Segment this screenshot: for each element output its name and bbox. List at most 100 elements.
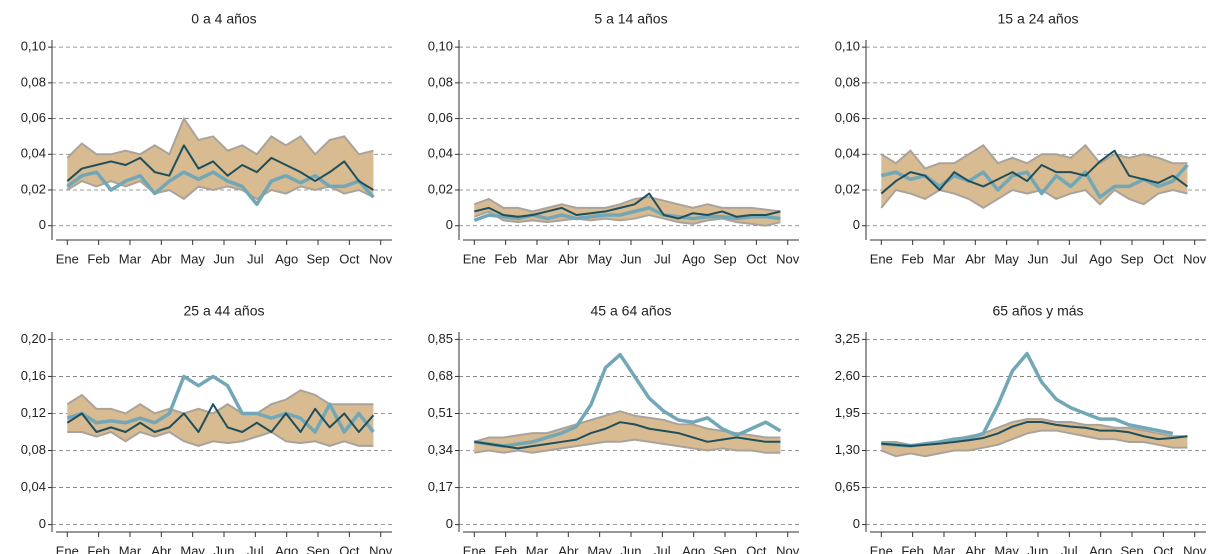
x-tick-label: Feb (901, 251, 923, 266)
band-area (67, 390, 374, 446)
x-tick-label: May (180, 543, 205, 554)
series-line (474, 192, 781, 220)
band-upper (66, 116, 374, 159)
x-tick-label: Sep (1120, 543, 1143, 554)
y-tick-label: 0,06 (835, 110, 860, 125)
x-tick-label: Abr (151, 251, 172, 266)
panel-title: 45 a 64 años (591, 303, 672, 319)
band-lower (67, 430, 374, 447)
x-tick-label: Sep (306, 251, 329, 266)
band-area (474, 411, 781, 453)
x-tick-label: Ene (56, 251, 79, 266)
x-tick-label: Ene (463, 543, 486, 554)
y-tick-label: 1,95 (835, 405, 860, 420)
x-tick-label: Jul (247, 543, 264, 554)
y-tick-label: 2,60 (835, 368, 860, 383)
x-tick-label: Nov (1183, 543, 1207, 554)
x-tick-label: Nov (369, 543, 393, 554)
x-tick-label: Nov (369, 251, 393, 266)
y-tick-label: 0,04 (835, 146, 860, 161)
x-tick-label: Ene (56, 543, 79, 554)
band-lower (473, 210, 781, 227)
panel-title: 0 a 4 años (191, 11, 256, 27)
x-tick-label: Mar (119, 251, 142, 266)
x-tick-label: Oct (746, 543, 767, 554)
x-tick-label: May (180, 251, 205, 266)
y-tick-label: 0,04 (428, 146, 453, 161)
y-tick-label: 0,34 (428, 442, 453, 457)
x-tick-label: Jun (1028, 251, 1049, 266)
y-tick-label: 0,20 (21, 331, 46, 346)
x-tick-label: Mar (933, 251, 956, 266)
x-tick-label: Ago (682, 251, 705, 266)
x-tick-label: Feb (901, 543, 923, 554)
y-tick-label: 0,17 (428, 479, 453, 494)
y-tick-label: 0,06 (428, 110, 453, 125)
y-tick-label: 0,08 (21, 442, 46, 457)
x-tick-label: May (994, 543, 1019, 554)
y-tick-label: 0,51 (428, 405, 453, 420)
y-tick-label: 0,02 (428, 181, 453, 196)
x-tick-label: Abr (558, 543, 579, 554)
series-line (880, 149, 1189, 195)
y-tick-label: 0,04 (21, 479, 46, 494)
y-tick-label: 0,65 (835, 479, 860, 494)
series-line (881, 351, 1174, 448)
y-tick-label: 0,10 (835, 39, 860, 54)
panel-title: 65 años y más (992, 303, 1083, 319)
x-tick-label: Abr (558, 251, 579, 266)
x-tick-label: Mar (526, 543, 549, 554)
x-tick-label: Oct (1153, 543, 1174, 554)
series-line (66, 144, 374, 191)
y-tick-label: 0 (446, 516, 453, 531)
band-upper (880, 143, 1188, 170)
panel-title: 15 a 24 años (998, 11, 1079, 27)
y-tick-label: 0,10 (21, 39, 46, 54)
y-tick-label: 0 (446, 217, 453, 232)
x-tick-label: Jul (654, 543, 671, 554)
x-tick-label: Sep (306, 543, 329, 554)
x-tick-label: Mar (526, 251, 549, 266)
series-line (474, 421, 781, 450)
x-tick-label: Ago (275, 251, 298, 266)
x-tick-label: Sep (713, 251, 736, 266)
x-tick-label: Feb (87, 543, 109, 554)
x-tick-label: Jul (247, 251, 264, 266)
x-tick-label: Oct (1153, 251, 1174, 266)
panel-title: 5 a 14 años (594, 11, 667, 27)
y-tick-label: 0,06 (21, 110, 46, 125)
x-tick-label: Jun (621, 543, 642, 554)
y-tick-label: 0 (39, 217, 46, 232)
series-line (474, 352, 782, 448)
panel-title: 25 a 44 años (184, 303, 265, 319)
x-tick-label: Mar (119, 543, 142, 554)
x-tick-label: May (587, 251, 612, 266)
x-tick-label: Ene (463, 251, 486, 266)
band-lower (880, 188, 1188, 210)
y-tick-label: 0,08 (835, 74, 860, 89)
x-tick-label: Jun (214, 543, 235, 554)
x-tick-label: Jul (1061, 543, 1078, 554)
y-tick-label: 0,85 (428, 331, 453, 346)
x-tick-label: May (587, 543, 612, 554)
y-tick-label: 1,30 (835, 442, 860, 457)
y-tick-label: 0,12 (21, 405, 46, 420)
band-area (881, 419, 1188, 457)
x-tick-label: Oct (339, 543, 360, 554)
x-tick-label: Mar (933, 543, 956, 554)
band-upper (66, 389, 374, 415)
x-tick-label: Abr (151, 543, 172, 554)
x-tick-label: Ene (870, 543, 893, 554)
y-tick-label: 0 (39, 516, 46, 531)
x-tick-label: Ago (1089, 543, 1112, 554)
band-upper (473, 196, 781, 213)
y-tick-label: 0,10 (428, 39, 453, 54)
x-tick-label: Jun (1028, 543, 1049, 554)
x-tick-label: Feb (87, 251, 109, 266)
series-line (880, 163, 1189, 199)
y-tick-label: 0,08 (428, 74, 453, 89)
band-lower (474, 438, 781, 454)
y-tick-label: 3,25 (835, 331, 860, 346)
y-tick-label: 0 (853, 516, 860, 531)
